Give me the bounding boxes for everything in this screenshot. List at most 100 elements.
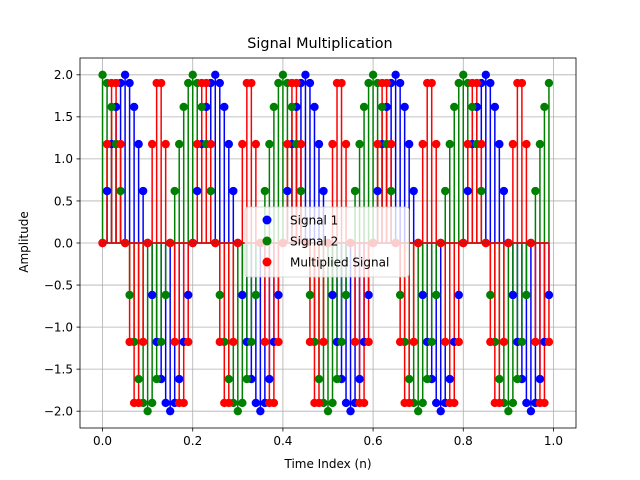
y-tick-label: 2.0 (54, 68, 73, 82)
signal-2-marker (265, 139, 274, 149)
signal-2-marker (486, 290, 495, 300)
legend-label: Multiplied Signal (290, 256, 389, 270)
multiplied-signal-marker (269, 398, 279, 408)
multiplied-signal-marker (499, 337, 509, 347)
multiplied-signal-marker (247, 78, 256, 88)
signal-2-marker (224, 374, 233, 384)
signal-1-marker (373, 186, 382, 196)
y-tick-label: 1.5 (54, 110, 73, 124)
multiplied-signal-marker (522, 139, 531, 149)
x-tick-label: 1.0 (544, 434, 563, 448)
signal-2-marker (147, 398, 157, 408)
signal-2-marker (355, 139, 364, 149)
multiplied-signal-marker (116, 139, 125, 149)
signal-2-marker (359, 102, 369, 112)
x-axis-ticks: 0.0 0.2 0.4 0.6 0.8 1.0 (93, 428, 563, 448)
multiplied-signal-marker (337, 78, 346, 88)
multiplied-signal-marker (134, 398, 143, 408)
multiplied-signal-marker (206, 139, 215, 149)
signal-2-marker (175, 139, 184, 149)
signal-1-marker (346, 406, 355, 416)
signal-2-marker (377, 102, 387, 112)
multiplied-signal-marker (432, 139, 441, 149)
signal-1-marker (328, 290, 337, 300)
multiplied-signal-marker (202, 78, 211, 88)
signal-2-marker (441, 186, 450, 196)
signal-2-marker (107, 102, 116, 112)
signal-2-marker (395, 290, 405, 300)
multiplied-signal-marker (531, 337, 540, 347)
signal-1-marker (395, 78, 405, 88)
signal-1-marker (364, 290, 373, 300)
signal-1-marker (341, 398, 351, 408)
signal-1-marker (251, 398, 261, 408)
signal-2-marker (215, 290, 224, 300)
signal-2-marker (504, 406, 513, 416)
signal-2-marker (143, 406, 152, 416)
signal-2-marker (418, 398, 427, 408)
signal-2-marker (269, 102, 279, 112)
multiplied-signal-marker (382, 78, 391, 88)
signal-2-marker (413, 406, 423, 416)
multiplied-signal-marker (224, 398, 233, 408)
signal-1-marker (463, 186, 472, 196)
legend-marker (262, 236, 272, 246)
multiplied-signal-marker (215, 337, 224, 347)
signal-1-marker (355, 374, 364, 384)
x-tick-label: 0.2 (183, 434, 202, 448)
signal-2-marker (427, 337, 436, 347)
signal-1-marker (310, 102, 319, 112)
multiplied-signal-marker (292, 78, 301, 88)
x-tick-label: 0.4 (273, 434, 292, 448)
signal-2-marker (188, 70, 197, 80)
signal-2-marker (238, 398, 247, 408)
signal-1-marker (147, 290, 157, 300)
multiplied-signal-marker (102, 139, 112, 149)
y-axis-ticks: −2.0 −1.5 −1.0 −0.5 0.0 0.5 1.0 1.5 2.0 (44, 68, 80, 418)
signal-2-marker (450, 102, 459, 112)
multiplied-signal-marker (477, 139, 486, 149)
signal-1-marker (274, 290, 283, 300)
signal-2-marker (287, 102, 297, 112)
signal-1-marker (193, 186, 202, 196)
signal-1-marker (102, 186, 112, 196)
signal-2-marker (459, 70, 468, 80)
signal-2-marker (260, 186, 270, 196)
multiplied-signal-marker (454, 337, 463, 347)
signal-1-marker (125, 78, 134, 88)
legend-box (244, 206, 410, 278)
signal-2-marker (296, 186, 306, 196)
series-markers (98, 70, 554, 416)
multiplied-signal-marker (328, 139, 337, 149)
x-tick-label: 0.0 (93, 434, 112, 448)
signal-1-marker (229, 186, 238, 196)
signal-1-marker (404, 139, 414, 149)
multiplied-signal-marker (319, 337, 328, 347)
signal-2-marker (517, 337, 527, 347)
signal-2-marker (508, 398, 518, 408)
multiplied-signal-marker (125, 337, 134, 347)
signal-2-marker (535, 139, 545, 149)
signal-2-marker (477, 186, 486, 196)
signal-1-marker (120, 70, 130, 80)
multiplied-signal-marker (517, 78, 527, 88)
signal-2-marker (337, 337, 346, 347)
signal-1-marker (391, 70, 400, 80)
multiplied-signal-marker (260, 337, 270, 347)
signal-2-marker (233, 406, 243, 416)
multiplied-signal-marker (441, 337, 450, 347)
multiplied-signal-marker (450, 398, 459, 408)
y-tick-label: −2.0 (44, 404, 73, 418)
signal-2-marker (454, 78, 463, 88)
multiplied-signal-marker (274, 337, 283, 347)
multiplied-signal-marker (418, 139, 427, 149)
y-tick-label: 0.5 (54, 194, 73, 208)
signal-2-marker (305, 290, 315, 300)
signal-2-marker (445, 139, 454, 149)
signal-1-marker (490, 102, 500, 112)
signal-2-marker (116, 186, 125, 196)
signal-1-marker (220, 102, 229, 112)
multiplied-signal-marker (427, 78, 436, 88)
multiplied-signal-marker (472, 78, 481, 88)
